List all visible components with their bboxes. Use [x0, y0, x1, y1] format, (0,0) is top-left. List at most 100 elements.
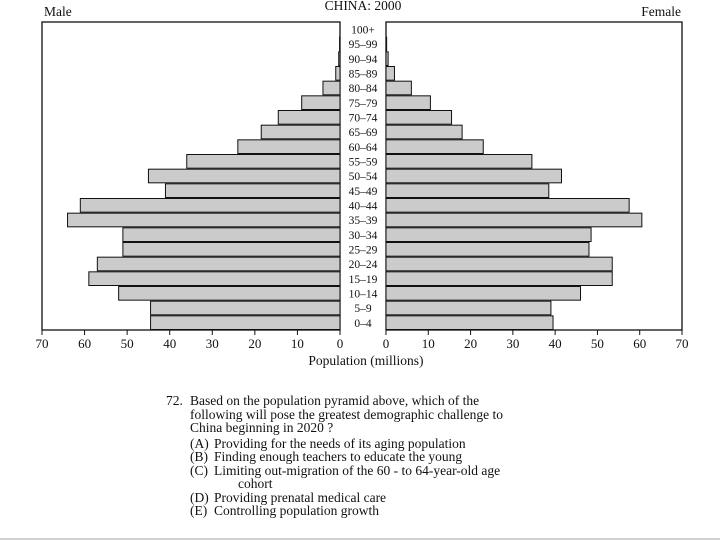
age-group-label: 90–94 [349, 54, 378, 66]
age-group-label: 60–64 [349, 142, 378, 154]
male-bar [338, 51, 341, 66]
age-group-label: 45–49 [349, 186, 378, 198]
female-bar [385, 124, 463, 140]
male-bar [79, 198, 341, 213]
x-tick-label: 50 [121, 336, 134, 351]
female-bar [385, 66, 395, 81]
option-text: Limiting out-migration of the 60 - to 64… [214, 464, 626, 491]
male-bar [88, 271, 341, 287]
x-tick-label: 10 [291, 336, 304, 351]
female-panel-label: Female [641, 4, 681, 19]
x-tick-label: 20 [464, 336, 477, 351]
x-tick-label: 30 [506, 336, 519, 351]
female-bar [385, 51, 389, 66]
age-group-labels: 0–4 5–9 10–14 15–19 20–24 25–29 30–34 35–39 40–4… [349, 24, 378, 329]
female-bar [385, 80, 412, 96]
age-group-label: 5–9 [354, 303, 372, 315]
age-group-label: 50–54 [349, 171, 378, 183]
option-text-line: Finding enough teachers to educate the y… [214, 449, 463, 465]
x-tick-label: 0 [337, 336, 344, 351]
x-tick-label: 10 [422, 336, 435, 351]
female-bar [385, 183, 550, 198]
age-group-label: 25–29 [349, 244, 378, 256]
question-text-line: Based on the population pyramid above, w… [190, 393, 480, 408]
male-bar [301, 95, 341, 111]
female-bar [385, 271, 613, 287]
male-bar [96, 256, 341, 272]
option-letter: (E) [190, 503, 208, 519]
answer-options: (A) Providing for the needs of its aging… [166, 435, 626, 519]
male-bar [150, 315, 341, 331]
male-bar [260, 124, 341, 140]
x-tick-label: 60 [633, 336, 646, 351]
age-group-label: 40–44 [349, 200, 378, 212]
question-text: Based on the population pyramid above, w… [190, 394, 626, 435]
option-text: Providing for the needs of its aging pop… [214, 435, 626, 451]
female-bar [385, 300, 552, 316]
female-bar [385, 168, 562, 184]
chart-bars [67, 36, 643, 331]
option-text-line: Limiting out-migration of the 60 - to 64… [214, 462, 501, 478]
x-axis-ticks: 0 0 10 10 20 20 30 30 40 40 50 50 60 60 70 70 [36, 330, 689, 351]
age-group-label: 65–69 [349, 127, 378, 139]
question-text-line: China beginning in 2020 ? [190, 420, 334, 435]
population-pyramid-chart: 0–4 5–9 10–14 15–19 20–24 25–29 30–34 35–39 40–4… [36, 0, 689, 368]
age-group-label: 95–99 [349, 39, 378, 51]
male-bar [67, 212, 341, 228]
female-bar [385, 256, 613, 272]
male-bar [118, 286, 341, 301]
option-letter: (B) [190, 449, 208, 465]
option-letter: (D) [190, 489, 209, 505]
age-group-label: 55–59 [349, 156, 378, 168]
male-bar [122, 227, 341, 242]
answer-option-e[interactable]: (E) Controlling population growth [190, 504, 626, 518]
female-bar [385, 212, 643, 228]
option-text-line: cohort [238, 476, 273, 492]
x-tick-label: 50 [591, 336, 604, 351]
option-text-line: Controlling population growth [214, 503, 379, 519]
option-text: Finding enough teachers to educate the y… [214, 450, 626, 464]
option-text-line: Providing prenatal medical care [214, 489, 387, 505]
question-stem: 72. Based on the population pyramid abov… [166, 394, 626, 435]
age-group-label: 100+ [351, 24, 375, 36]
x-tick-label: 60 [78, 336, 91, 351]
female-bar [385, 315, 554, 331]
x-tick-label: 20 [248, 336, 261, 351]
age-group-label: 30–34 [349, 230, 378, 242]
female-bar [385, 36, 388, 52]
x-tick-label: 40 [163, 336, 176, 351]
option-letter: (C) [190, 462, 208, 478]
male-bar [150, 300, 341, 316]
option-text-line: Providing for the needs of its aging pop… [214, 435, 466, 451]
x-tick-label: 70 [36, 336, 49, 351]
female-bar [385, 198, 630, 213]
male-panel-label: Male [44, 4, 72, 19]
female-bar [385, 139, 484, 154]
question-number: 72. [166, 393, 183, 408]
x-tick-label: 70 [676, 336, 689, 351]
answer-option-b[interactable]: (B) Finding enough teachers to educate t… [190, 450, 626, 464]
female-bar [385, 242, 590, 257]
female-bar [385, 227, 592, 242]
chart-title: CHINA: 2000 [325, 0, 402, 13]
age-group-label: 75–79 [349, 98, 378, 110]
question-block: 72. Based on the population pyramid abov… [166, 394, 626, 518]
male-bar [322, 80, 341, 96]
female-bar [385, 154, 533, 169]
answer-option-a[interactable]: (A) Providing for the needs of its aging… [190, 435, 626, 451]
x-tick-label: 40 [549, 336, 562, 351]
female-bar [385, 286, 582, 301]
male-bar [277, 110, 341, 125]
age-group-label: 15–19 [349, 274, 378, 286]
age-group-label: 70–74 [349, 112, 378, 124]
male-bar [122, 242, 341, 257]
x-axis-label: Population (millions) [308, 353, 423, 368]
male-bar [164, 183, 341, 198]
age-group-label: 0–4 [354, 318, 372, 330]
answer-option-d[interactable]: (D) Providing prenatal medical care [190, 491, 626, 505]
option-text: Controlling population growth [214, 504, 626, 518]
answer-option-c[interactable]: (C) Limiting out-migration of the 60 - t… [190, 462, 626, 491]
male-bar [335, 66, 341, 81]
male-bar [147, 168, 341, 184]
option-text: Providing prenatal medical care [214, 491, 626, 505]
